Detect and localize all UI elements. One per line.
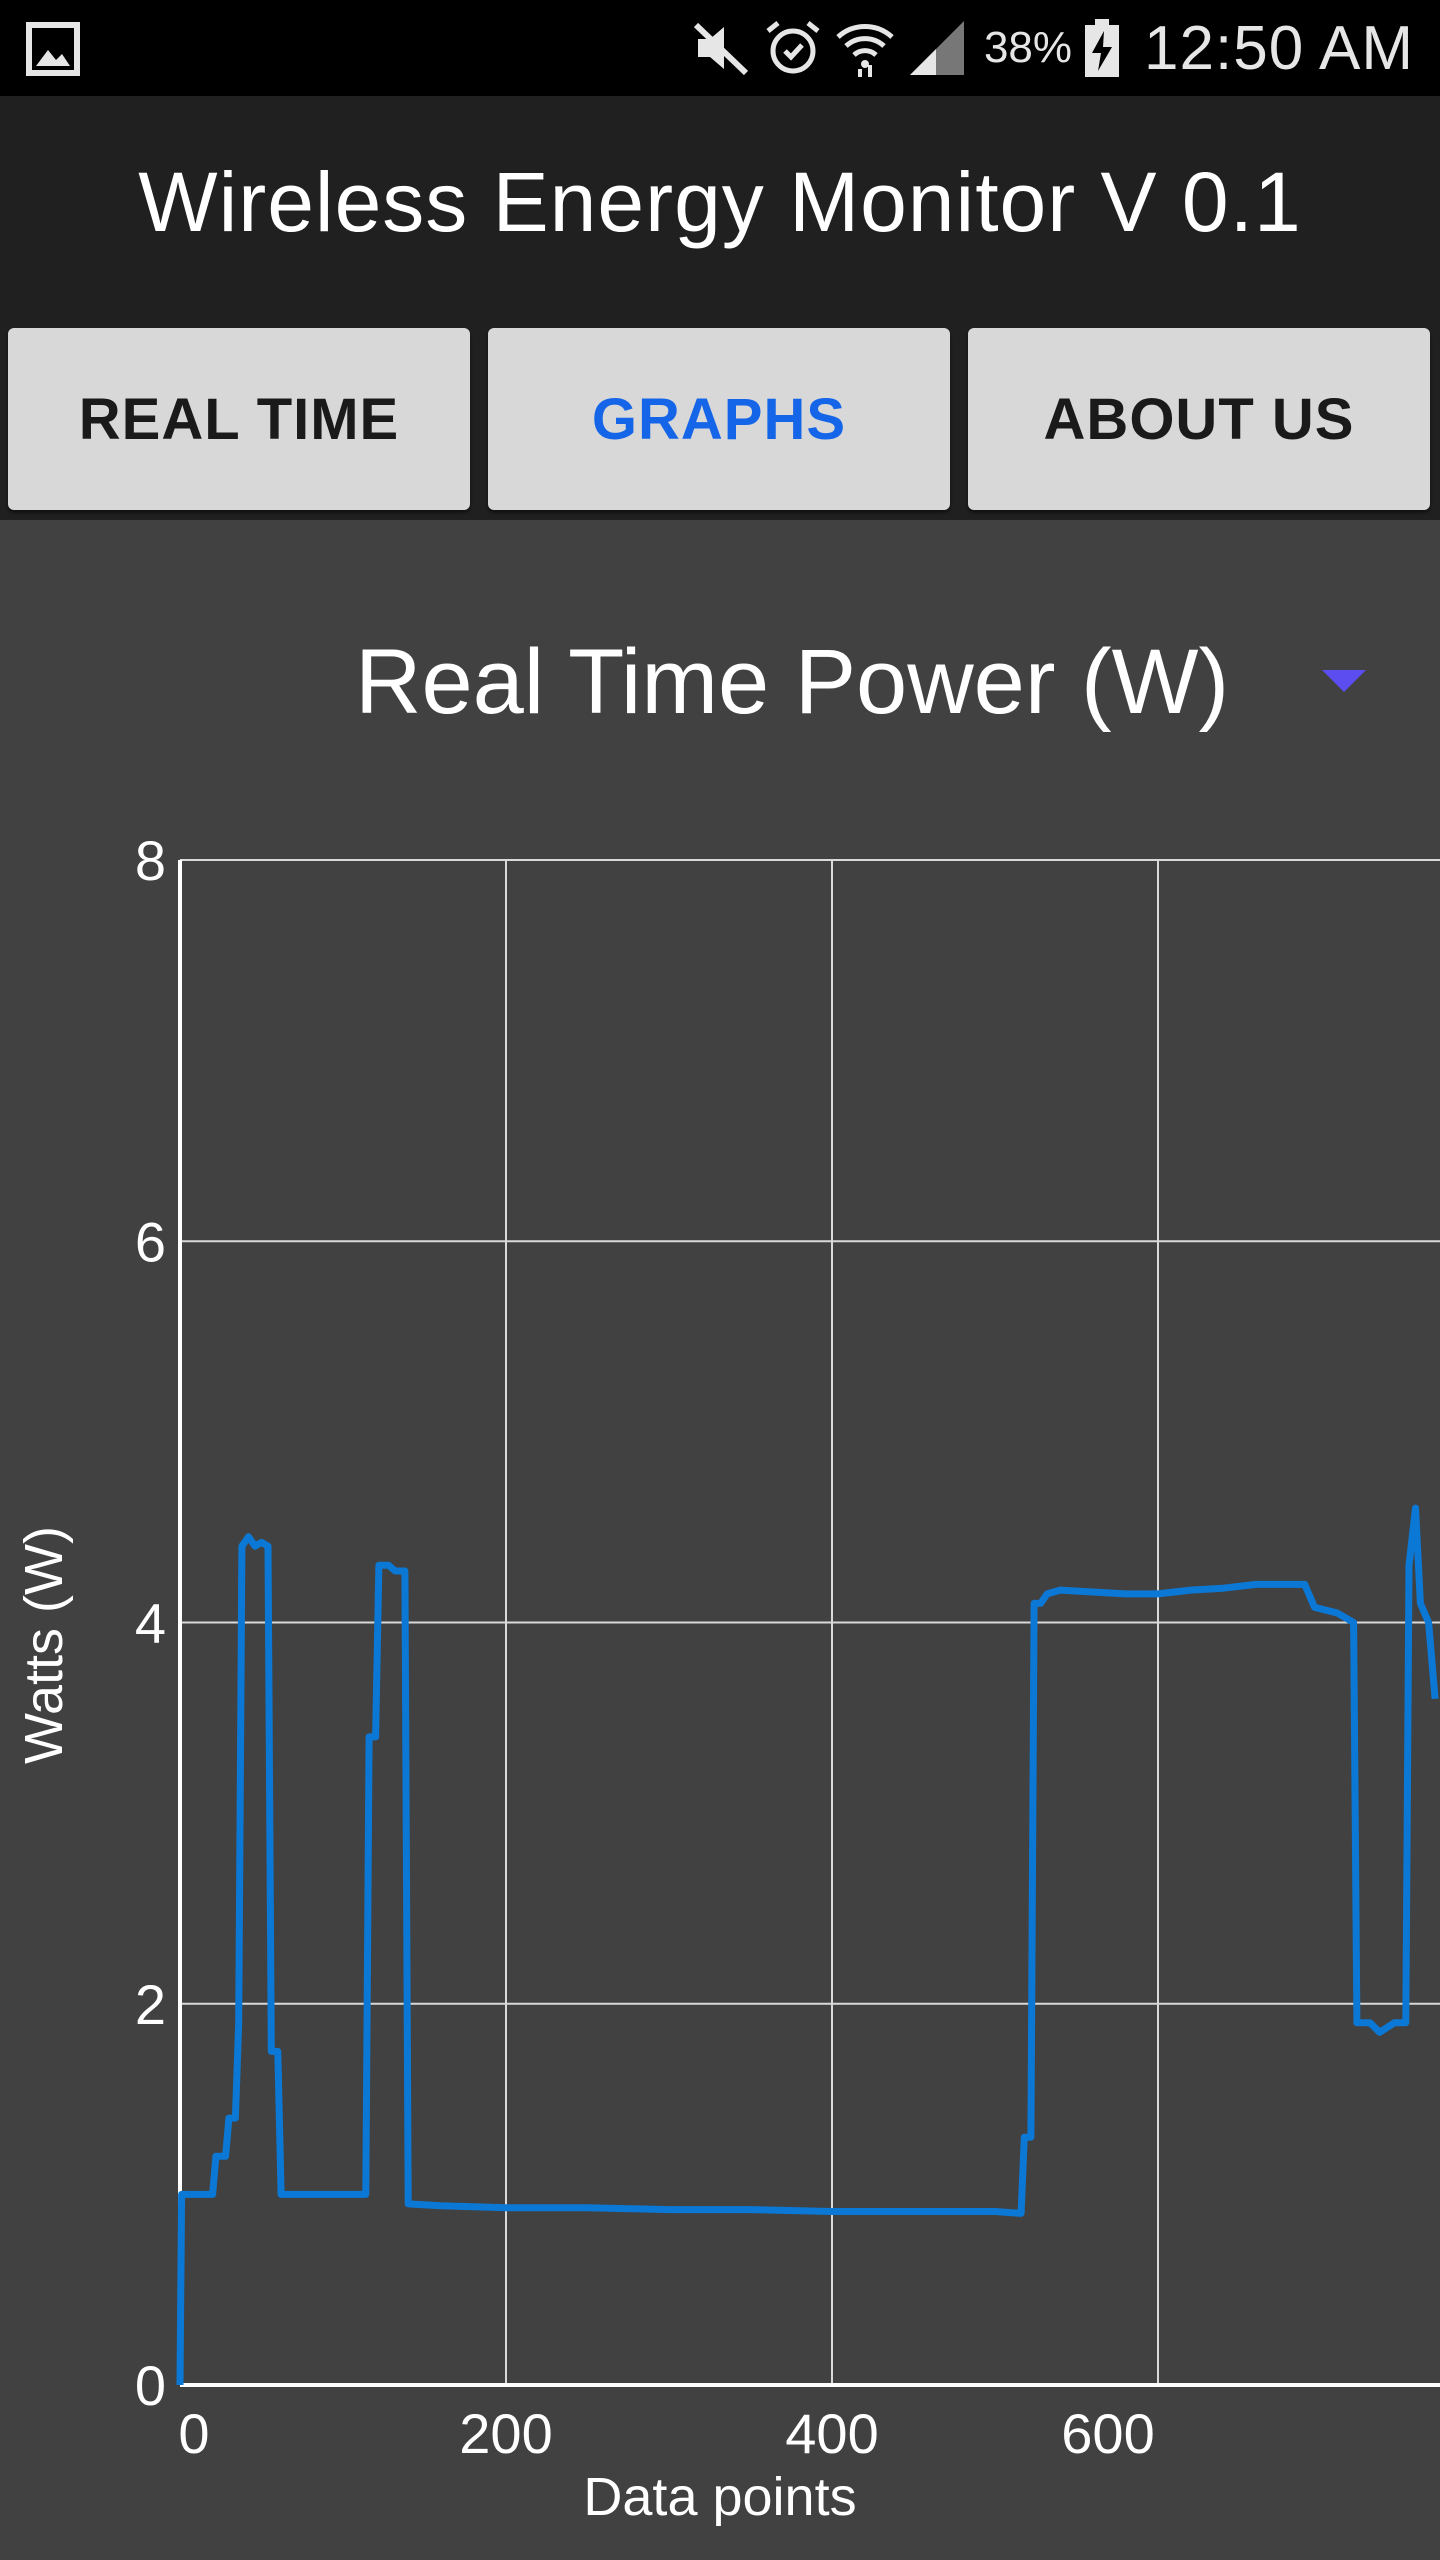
battery-charging-icon	[1082, 17, 1122, 79]
wifi-icon	[834, 17, 896, 79]
signal-icon	[906, 17, 968, 79]
x-axis-label: Data points	[583, 2467, 856, 2527]
gallery-icon	[26, 22, 80, 76]
tab-graphs[interactable]: GRAPHS	[488, 328, 950, 510]
x-tick-label: 200	[459, 2402, 552, 2465]
app-title: Wireless Energy Monitor V 0.1	[138, 154, 1302, 249]
series-line	[176, 1504, 1439, 2386]
y-tick-label: 6	[135, 1210, 166, 1273]
nav-tabs: REAL TIME GRAPHS ABOUT US	[0, 320, 1440, 520]
y-axis-label: Watts (W)	[14, 1526, 74, 1764]
dropdown-arrow-icon[interactable]	[1322, 670, 1366, 692]
x-tick-label: 400	[785, 2402, 878, 2465]
y-tick-label: 0	[135, 2354, 166, 2417]
chart-axes	[178, 860, 1440, 2387]
chart-series	[176, 1504, 1439, 2386]
tab-real-time[interactable]: REAL TIME	[8, 328, 470, 510]
graph-type-dropdown[interactable]: Real Time Power (W)	[0, 600, 1440, 770]
status-icons: 38% 12:50 AM	[680, 0, 1414, 96]
y-tick-label: 8	[135, 829, 166, 892]
alarm-icon	[762, 17, 824, 79]
mute-icon	[690, 17, 752, 79]
x-tick-label: 0	[178, 2402, 209, 2465]
graph-type-selected: Real Time Power (W)	[355, 631, 1230, 733]
tab-about-us[interactable]: ABOUT US	[968, 328, 1430, 510]
y-tick-label: 4	[135, 1592, 166, 1655]
x-tick-label: 600	[1061, 2402, 1154, 2465]
power-chart: 0 2 4 6 8 0 200 400 600 Data points Watts (W)	[14, 829, 1440, 2527]
chart-grid	[180, 859, 1440, 2385]
battery-percent: 38%	[983, 23, 1073, 72]
clock: 12:50 AM	[1144, 13, 1414, 83]
app-title-bar: Wireless Energy Monitor V 0.1	[0, 96, 1440, 320]
status-bar: 38% 12:50 AM	[0, 0, 1440, 96]
chart-ticks: 0 2 4 6 8 0 200 400 600	[135, 829, 1155, 2465]
y-tick-label: 2	[135, 1973, 166, 2036]
